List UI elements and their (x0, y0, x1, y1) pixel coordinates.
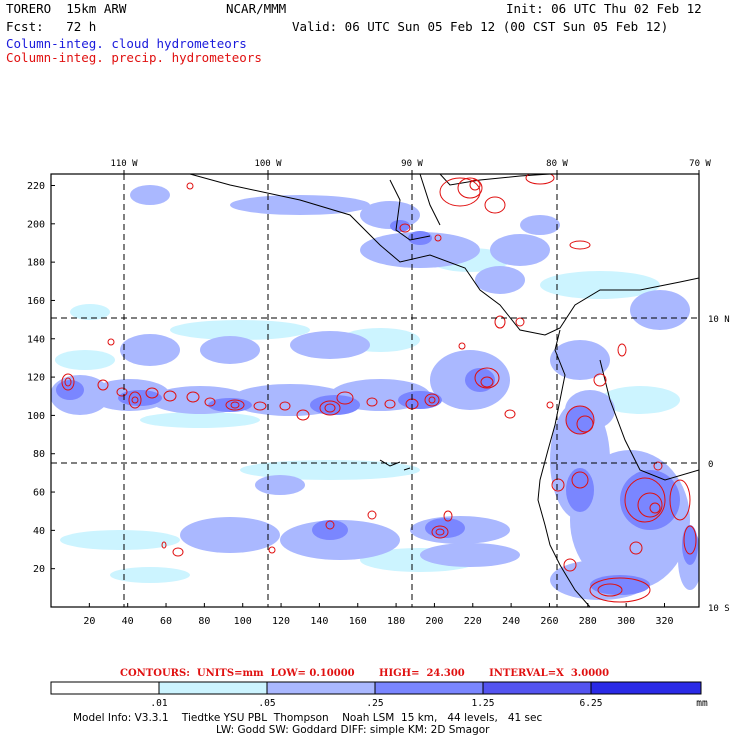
cloud-fill-layer (51, 185, 699, 600)
x-tick-label: 140 (310, 616, 328, 627)
colorbar-label-2: .25 (366, 698, 383, 709)
init-time: Init: 06 UTC Thu 02 Feb 12 (506, 1, 702, 16)
colorbar (50, 681, 702, 695)
x-tick-label: 320 (655, 616, 673, 627)
map-frame (50, 173, 700, 608)
colorbar-bin-4 (482, 681, 592, 695)
colorbar-label-0: .01 (150, 698, 167, 709)
lat-label-10s: 10 S (708, 604, 730, 614)
y-tick-label: 80 (33, 449, 45, 460)
x-tick-label: 220 (464, 616, 482, 627)
colorbar-bin-3 (374, 681, 484, 695)
x-tick-label: 60 (160, 616, 172, 627)
x-tick-label: 240 (502, 616, 520, 627)
lon-label-110w: 110 W (110, 159, 138, 169)
colorbar-label-1: .05 (258, 698, 275, 709)
model-title: TORERO 15km ARW (6, 1, 127, 16)
y-tick-label: 140 (27, 334, 45, 345)
colorbar-bin-1 (158, 681, 268, 695)
x-tick-label: 20 (83, 616, 95, 627)
colorbar-label-4: 6.25 (580, 698, 603, 709)
y-tick-label: 40 (33, 526, 45, 537)
x-tick-label: 120 (272, 616, 290, 627)
lat-label-10n: 10 N (708, 315, 730, 325)
x-tick-label: 40 (122, 616, 134, 627)
coastlines (189, 174, 699, 607)
x-tick-label: 280 (579, 616, 597, 627)
colorbar-bin-0 (50, 681, 160, 695)
x-tick-label: 300 (617, 616, 635, 627)
lon-label-90w: 90 W (401, 159, 423, 169)
y-tick-label: 100 (27, 411, 45, 422)
field-precip-label: Column-integ. precip. hydrometeors (6, 50, 262, 65)
y-tick-label: 120 (27, 373, 45, 384)
y-tick-label: 180 (27, 258, 45, 269)
y-tick-label: 160 (27, 296, 45, 307)
cloud-fill-light (55, 248, 680, 583)
lon-label-80w: 80 W (546, 159, 568, 169)
valid-time: Valid: 06 UTC Sun 05 Feb 12 (00 CST Sun … (292, 19, 669, 34)
forecast-hour: Fcst: 72 h (6, 19, 97, 34)
x-tick-label: 180 (387, 616, 405, 627)
model-info-line2: LW: Godd SW: Goddard DIFF: simple KM: 2D… (216, 724, 490, 736)
x-tick-label: 260 (540, 616, 558, 627)
x-tick-label: 80 (198, 616, 210, 627)
y-tick-label: 60 (33, 488, 45, 499)
colorbar-unit: mm (696, 698, 708, 709)
model-info-line1: Model Info: V3.3.1 Tiedtke YSU PBL Thomp… (73, 712, 543, 724)
y-tick-label: 20 (33, 564, 45, 575)
field-cloud-label: Column-integ. cloud hydrometeors (6, 36, 247, 51)
x-tick-label: 160 (349, 616, 367, 627)
x-tick-label: 200 (425, 616, 443, 627)
y-tick-label: 200 (27, 219, 45, 230)
contours-info: CONTOURS: UNITS=mm LOW= 0.10000 HIGH= 24… (120, 668, 610, 679)
lon-label-100w: 100 W (254, 159, 282, 169)
x-axis: 20 40 60 80 100 120 140 160 180 200 220 240 260 280 30… (83, 603, 674, 627)
lat-label-0: 0 (708, 460, 713, 470)
graticule (51, 174, 699, 607)
colorbar-bin-2 (266, 681, 376, 695)
x-tick-label: 100 (234, 616, 252, 627)
y-axis: 20 40 60 80 100 120 140 160 180 200 220 (27, 181, 55, 575)
org-label: NCAR/MMM (226, 1, 287, 16)
colorbar-bin-5 (590, 681, 702, 695)
y-tick-label: 220 (27, 181, 45, 192)
lon-label-70w: 70 W (689, 159, 711, 169)
precip-contours (61, 174, 697, 603)
colorbar-label-3: 1.25 (472, 698, 495, 709)
lon-ticks (123, 170, 700, 174)
